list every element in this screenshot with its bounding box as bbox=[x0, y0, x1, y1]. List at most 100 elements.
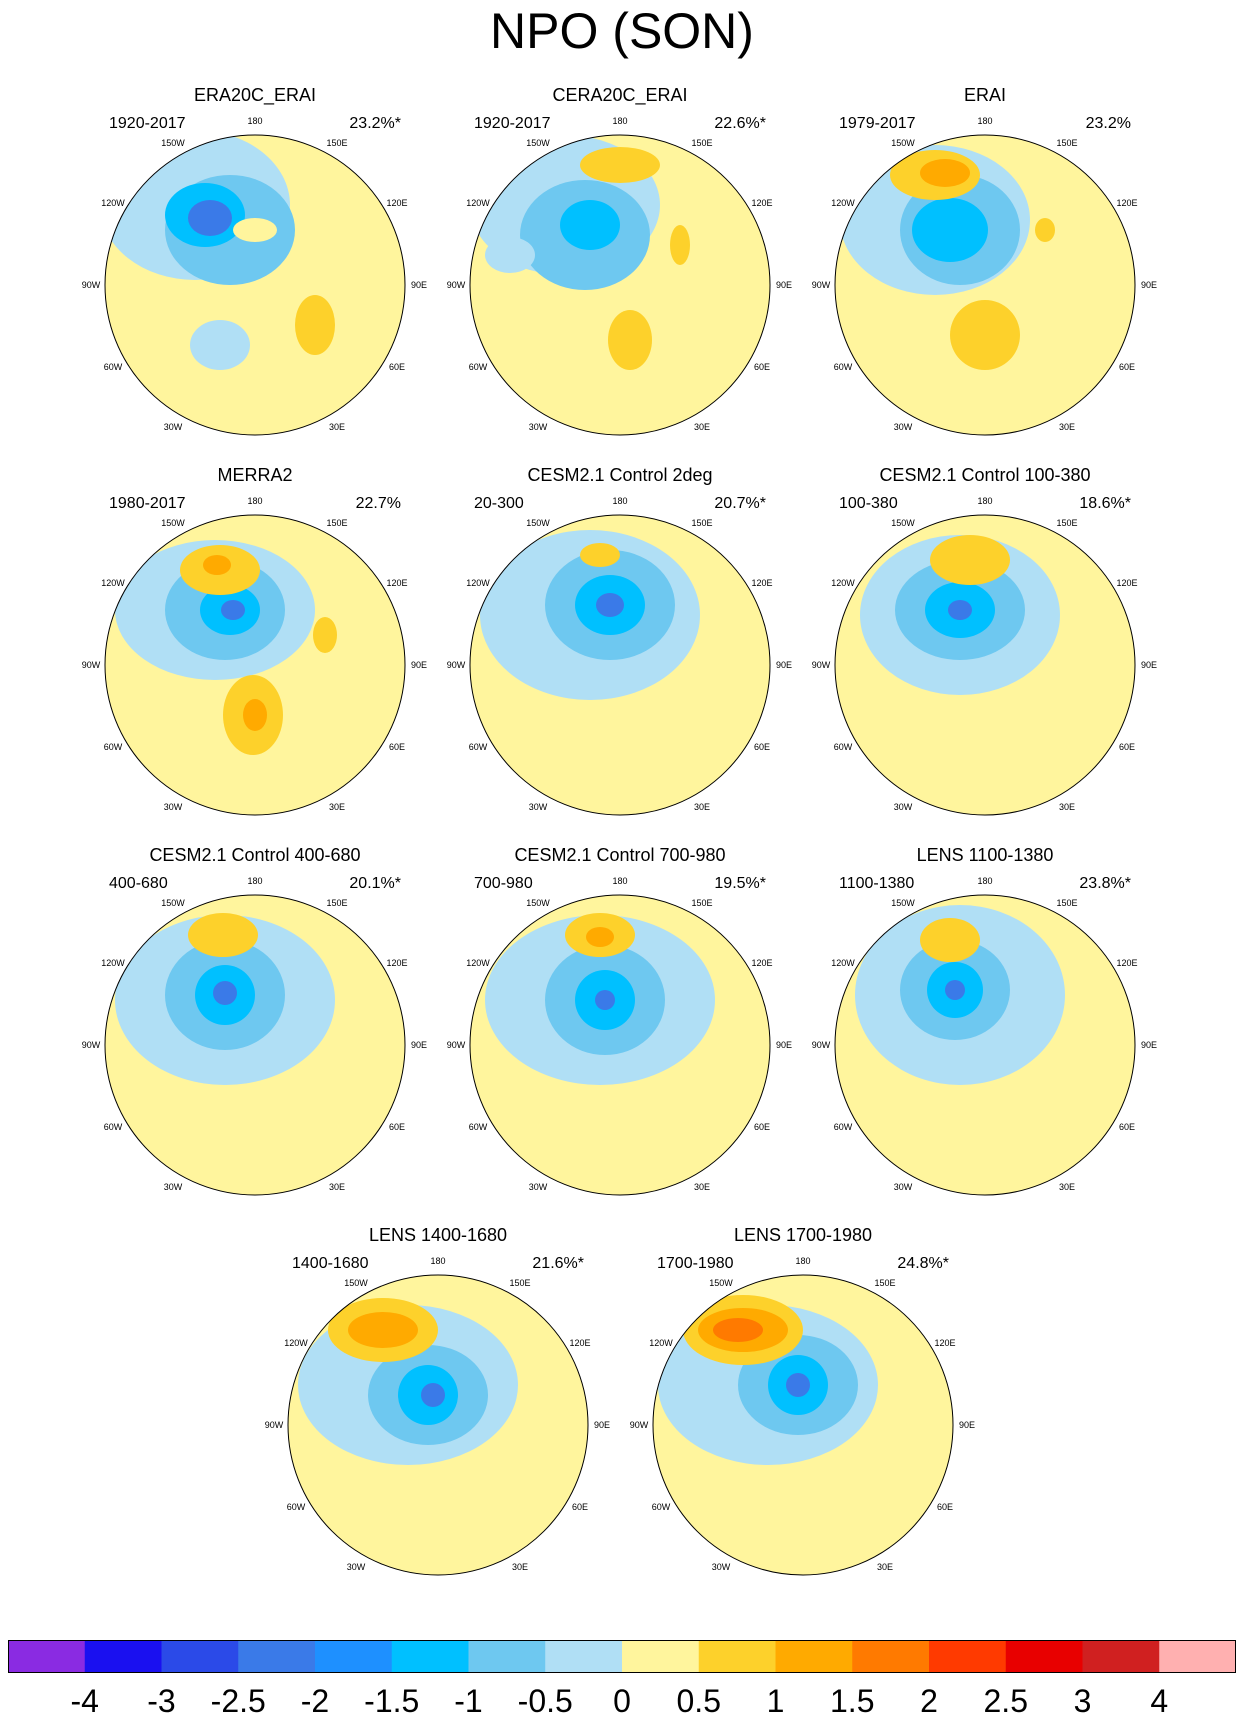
longitude-label: 150W bbox=[344, 1278, 368, 1288]
longitude-label: 60E bbox=[1119, 742, 1135, 752]
longitude-label: 30E bbox=[329, 802, 345, 812]
colorbar-tick-label: 3 bbox=[1074, 1683, 1092, 1719]
colorbar-segment bbox=[775, 1640, 853, 1673]
longitude-label: 120W bbox=[831, 958, 855, 968]
longitude-label: 90W bbox=[265, 1420, 284, 1430]
anomaly-contour bbox=[348, 1312, 418, 1348]
colorbar-segment bbox=[391, 1640, 469, 1673]
longitude-label: 90W bbox=[447, 660, 466, 670]
map-rim bbox=[104, 134, 406, 436]
colorbar-tick-label: -3 bbox=[147, 1683, 175, 1719]
longitude-label: 150E bbox=[1056, 138, 1077, 148]
polar-map: 180 150E 120E 90E 60E 30E 0 30W 60W 90W 120W 150W bbox=[82, 876, 427, 1205]
anomaly-contour bbox=[190, 320, 250, 370]
longitude-label: 90W bbox=[447, 280, 466, 290]
longitude-label: 30E bbox=[694, 802, 710, 812]
anomaly-contour bbox=[948, 600, 972, 620]
panel-period: 1100-1380 bbox=[839, 875, 915, 892]
anomaly-contour bbox=[188, 200, 232, 236]
colorbar-segment bbox=[698, 1640, 776, 1673]
longitude-label: 0 bbox=[617, 824, 622, 825]
longitude-label: 150E bbox=[326, 138, 347, 148]
longitude-label: 90E bbox=[776, 660, 792, 670]
longitude-label: 120W bbox=[831, 198, 855, 208]
longitude-label: 0 bbox=[982, 444, 987, 445]
panel-period: 1700-1980 bbox=[657, 1255, 734, 1272]
panel-period: 20-300 bbox=[474, 495, 524, 512]
longitude-label: 0 bbox=[982, 824, 987, 825]
longitude-label: 30W bbox=[347, 1562, 366, 1572]
anomaly-contour bbox=[586, 927, 614, 947]
longitude-label: 180 bbox=[977, 876, 992, 886]
anomaly-contour bbox=[213, 981, 237, 1005]
longitude-label: 60W bbox=[834, 742, 853, 752]
panel-title: CESM2.1 Control 100-380 bbox=[879, 465, 1091, 485]
map-rim bbox=[469, 514, 771, 816]
panel-title: LENS 1700-1980 bbox=[733, 1225, 873, 1245]
longitude-label: 90E bbox=[959, 1420, 975, 1430]
colorbar-tick-label: -4 bbox=[71, 1683, 99, 1719]
longitude-label: 120E bbox=[752, 958, 773, 968]
map-panel: 180 150E 120E 90E 60E 30E 0 30W 60W 90W 120W 150W CE… bbox=[440, 465, 800, 825]
anomaly-contour bbox=[912, 198, 988, 262]
panel-period: 1920-2017 bbox=[109, 115, 186, 132]
colorbar-frame bbox=[8, 1640, 1236, 1673]
colorbar-segment bbox=[315, 1640, 393, 1673]
panel-variance-explained: 23.8%* bbox=[1079, 875, 1131, 892]
longitude-label: 150E bbox=[1056, 518, 1077, 528]
longitude-label: 60E bbox=[937, 1502, 953, 1512]
map-rim bbox=[287, 1274, 589, 1576]
map-rim bbox=[469, 134, 771, 436]
longitude-label: 30E bbox=[512, 1562, 528, 1572]
panel-variance-explained: 22.7% bbox=[355, 495, 401, 512]
map-panel: 180 150E 120E 90E 60E 30E 0 30W 60W 90W 120W 150W LE… bbox=[623, 1225, 983, 1585]
anomaly-contour bbox=[580, 543, 620, 567]
longitude-label: 30W bbox=[164, 422, 183, 432]
anomaly-contour bbox=[221, 600, 245, 620]
longitude-label: 120W bbox=[466, 578, 490, 588]
longitude-label: 60E bbox=[1119, 362, 1135, 372]
map-rim bbox=[652, 1274, 954, 1576]
colorbar-tick-label: 1 bbox=[767, 1683, 785, 1719]
longitude-label: 150W bbox=[891, 138, 915, 148]
longitude-label: 90E bbox=[776, 1040, 792, 1050]
longitude-label: 180 bbox=[612, 496, 627, 506]
longitude-label: 120E bbox=[935, 1338, 956, 1348]
panel-variance-explained: 23.2% bbox=[1085, 115, 1131, 132]
longitude-label: 0 bbox=[617, 444, 622, 445]
map-panel: 180 150E 120E 90E 60E 30E 0 30W 60W 90W 120W 150W ER… bbox=[75, 85, 435, 445]
longitude-label: 150E bbox=[326, 898, 347, 908]
longitude-label: 90E bbox=[411, 280, 427, 290]
anomaly-contour bbox=[243, 699, 267, 731]
colorbar-segment bbox=[161, 1640, 239, 1673]
longitude-label: 30E bbox=[1059, 802, 1075, 812]
colorbar-segment bbox=[929, 1640, 1007, 1673]
longitude-label: 90E bbox=[594, 1420, 610, 1430]
polar-map: 180 150E 120E 90E 60E 30E 0 30W 60W 90W 120W 150W bbox=[812, 116, 1157, 445]
anomaly-contour bbox=[950, 300, 1020, 370]
longitude-label: 30W bbox=[529, 422, 548, 432]
polar-map: 180 150E 120E 90E 60E 30E 0 30W 60W 90W 120W 150W bbox=[812, 496, 1157, 825]
longitude-label: 30E bbox=[694, 422, 710, 432]
longitude-label: 0 bbox=[252, 444, 257, 445]
panel-variance-explained: 21.6%* bbox=[532, 1255, 584, 1272]
longitude-label: 0 bbox=[617, 1204, 622, 1205]
longitude-label: 60W bbox=[287, 1502, 306, 1512]
colorbar-segment bbox=[852, 1640, 930, 1673]
longitude-label: 120W bbox=[649, 1338, 673, 1348]
anomaly-contour bbox=[596, 593, 624, 617]
panel-title: ERAI bbox=[963, 85, 1006, 105]
panel-period: 1980-2017 bbox=[109, 495, 186, 512]
longitude-label: 30E bbox=[1059, 1182, 1075, 1192]
map-panel: 180 150E 120E 90E 60E 30E 0 30W 60W 90W 120W 150W LE… bbox=[805, 845, 1165, 1205]
polar-map: 180 150E 120E 90E 60E 30E 0 30W 60W 90W 120W 150W bbox=[630, 1256, 975, 1585]
panel-period: 100-380 bbox=[839, 495, 898, 512]
longitude-label: 120W bbox=[101, 198, 125, 208]
longitude-label: 60E bbox=[389, 362, 405, 372]
map-panel: 180 150E 120E 90E 60E 30E 0 30W 60W 90W 120W 150W ME… bbox=[75, 465, 435, 825]
panel-period: 1920-2017 bbox=[474, 115, 551, 132]
longitude-label: 120E bbox=[752, 198, 773, 208]
polar-map: 180 150E 120E 90E 60E 30E 0 30W 60W 90W 120W 150W bbox=[447, 876, 792, 1205]
longitude-label: 150E bbox=[691, 898, 712, 908]
anomaly-contour bbox=[203, 555, 231, 575]
